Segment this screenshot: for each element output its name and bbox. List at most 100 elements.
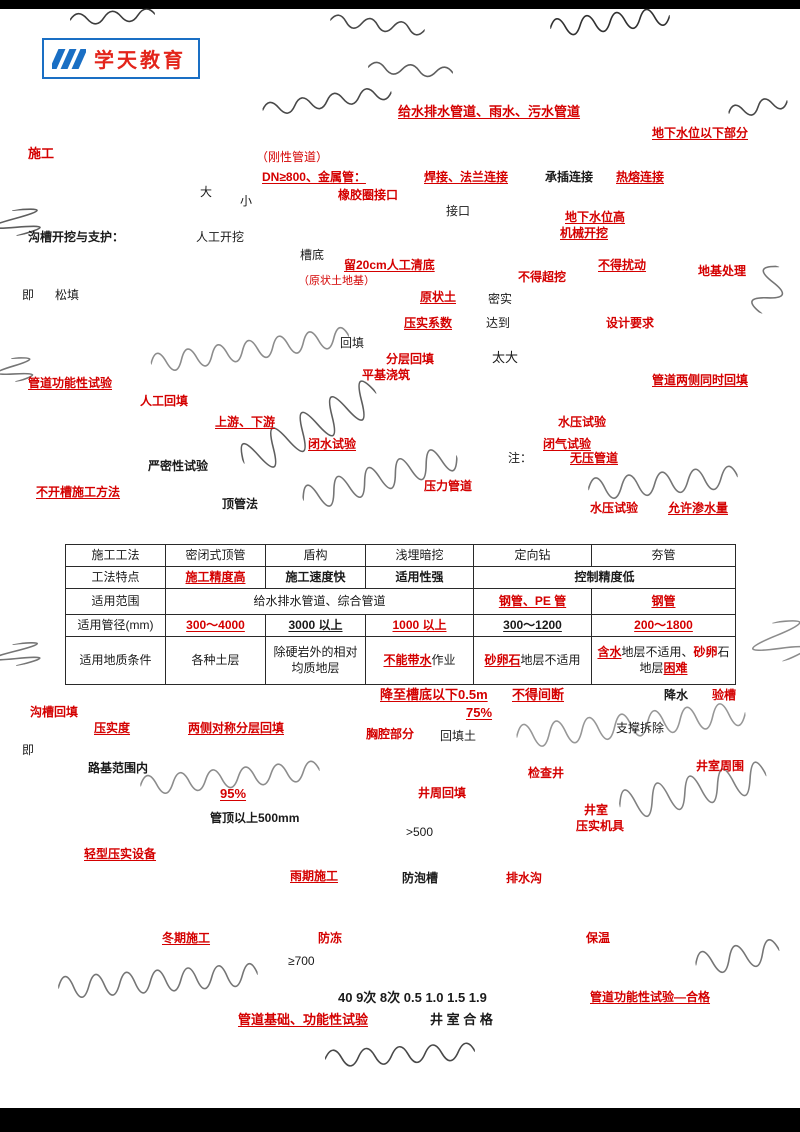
table-cell-text: 不能带水	[383, 652, 432, 667]
handwriting-mark	[727, 98, 789, 116]
text-fragment: 槽底	[300, 248, 325, 262]
text-fragment: 人工开挖	[196, 230, 245, 244]
table-cell: 砂卵石地层不适用	[473, 636, 592, 685]
table-cell: 施工工法	[65, 544, 166, 567]
table-cell: 适用管径(mm)	[65, 614, 166, 637]
text-fragment: 大	[200, 185, 213, 199]
text-fragment: 给水排水管道、雨水、污水管道	[398, 104, 581, 119]
text-fragment: 管道功能性试验—合格	[590, 990, 711, 1004]
table-cell-text: 各种土层	[191, 652, 240, 667]
handwriting-mark	[367, 61, 454, 78]
table-cell-text: 300～1200	[503, 617, 562, 632]
table-cell-text: 地层不适用、	[621, 644, 694, 659]
text-fragment: 管道基础、功能性试验	[238, 1012, 369, 1027]
text-fragment: 闭气试验	[543, 437, 592, 451]
text-fragment: DN≥800、金属管：	[262, 170, 366, 184]
text-fragment: 水压试验	[558, 415, 607, 429]
table-cell-text: 盾构	[303, 547, 328, 562]
table-cell: 给水排水管道、综合管道	[165, 588, 474, 615]
text-fragment: 路基范围内	[88, 761, 149, 775]
text-fragment: 验槽	[712, 688, 737, 702]
text-fragment: 沟槽回填	[30, 705, 79, 719]
table-cell: 定向钻	[473, 544, 592, 567]
text-fragment: 不得扰动	[598, 258, 647, 272]
text-fragment: 管道功能性试验	[28, 376, 113, 390]
text-fragment: 75%	[466, 705, 493, 720]
text-fragment: 两侧对称分层回填	[188, 721, 285, 735]
text-fragment: 支撑拆除	[616, 721, 665, 735]
text-fragment: 分层回填	[386, 352, 435, 366]
text-fragment: 回填土	[440, 729, 477, 743]
table-cell: 含水地层不适用、砂卵石地层困难	[591, 636, 736, 685]
text-fragment: 原状土	[420, 290, 457, 304]
table-cell-text: 石地层	[639, 644, 730, 675]
handwriting-mark	[324, 1042, 476, 1067]
text-fragment: 压实系数	[404, 316, 453, 330]
table-cell-text: 砂卵	[693, 644, 718, 659]
table-cell-text: 给水排水管道、综合管道	[253, 593, 386, 608]
table-cell-text: 控制精度低	[574, 569, 635, 584]
text-fragment: 设计要求	[606, 316, 655, 330]
table-cell-text: 钢管、PE 管	[498, 593, 567, 608]
text-fragment: 密实	[488, 292, 513, 306]
table-cell: 除硬岩外的相对均质地层	[265, 636, 366, 685]
text-fragment: 井周回填	[418, 786, 467, 800]
table-cell-text: 1000 以上	[392, 617, 447, 632]
text-fragment: 冬期施工	[162, 931, 211, 945]
text-fragment: 压实机具	[576, 819, 625, 833]
text-fragment: 平基浇筑	[362, 368, 411, 382]
handwriting-mark	[57, 962, 259, 999]
text-fragment: 上游、下游	[215, 415, 276, 429]
table-cell-text: 300～4000	[186, 617, 245, 632]
table-cell-text: 工法特点	[91, 569, 140, 584]
table-cell: 200～1800	[591, 614, 736, 637]
text-fragment: 排水沟	[506, 871, 543, 885]
table-cell-text: 砂卵石	[484, 652, 521, 667]
table-cell-text: 钢管	[651, 593, 676, 608]
text-fragment: 承插连接	[545, 170, 594, 184]
text-fragment: 降水	[664, 688, 689, 702]
table-cell-text: 含水	[597, 644, 622, 659]
text-fragment: 雨期施工	[290, 869, 339, 883]
text-fragment: 防冻	[318, 931, 343, 945]
construction-method-table: 施工工法 密闭式顶管 盾构 浅埋暗挖 定向钻 夯管 工法特点 施工精度高 施工速度快 适用性强 控制…	[65, 544, 736, 685]
text-fragment: （原状土地基）	[298, 275, 375, 287]
table-row: 施工工法 密闭式顶管 盾构 浅埋暗挖 定向钻 夯管	[65, 544, 736, 567]
text-fragment: 40 9次 8次 0.5 1.0 1.5 1.9	[338, 990, 487, 1005]
construction-method-table-wrap: 施工工法 密闭式顶管 盾构 浅埋暗挖 定向钻 夯管 工法特点 施工精度高 施工速度快 适用性强 控制…	[65, 544, 736, 685]
table-cell-text: 地层不适用	[520, 652, 581, 667]
handwriting-mark	[150, 326, 350, 371]
bottom-black-bar	[0, 1108, 800, 1132]
table-cell-text: 除硬岩外的相对均质地层	[273, 644, 358, 675]
text-fragment: 不得间断	[512, 687, 565, 702]
text-fragment: 地基处理	[698, 264, 747, 278]
text-fragment: 接口	[446, 204, 471, 218]
text-fragment: 井室	[584, 803, 609, 817]
text-fragment: 即	[22, 288, 35, 302]
text-fragment: 热熔连接	[616, 170, 665, 184]
table-cell-text: 3000 以上	[288, 617, 343, 632]
text-fragment: 管顶以上500mm	[210, 811, 300, 825]
text-fragment: 注：	[508, 451, 533, 465]
table-cell-text: 施工工法	[91, 547, 140, 562]
text-fragment: 95%	[220, 786, 247, 801]
text-fragment: 留20cm人工清底	[344, 258, 435, 272]
table-cell: 各种土层	[165, 636, 266, 685]
handwriting-mark	[329, 14, 426, 36]
table-cell: 钢管、PE 管	[473, 588, 592, 615]
table-cell-text: 密闭式顶管	[185, 547, 246, 562]
text-fragment: 保温	[586, 931, 611, 945]
text-fragment: 人工回填	[140, 394, 189, 408]
text-fragment: 降至槽底以下0.5m	[380, 687, 488, 702]
table-cell-text: 浅埋暗挖	[395, 547, 444, 562]
text-fragment: 施工	[28, 146, 55, 161]
text-fragment: 管道两侧同时回填	[652, 373, 749, 387]
table-cell: 浅埋暗挖	[365, 544, 474, 567]
table-cell: 夯管	[591, 544, 736, 567]
table-row: 工法特点 施工精度高 施工速度快 适用性强 控制精度低	[65, 566, 736, 589]
text-fragment: 井室周围	[696, 759, 745, 773]
text-fragment: 松填	[55, 288, 80, 302]
table-cell: 施工速度快	[265, 566, 366, 589]
table-cell-text: 施工速度快	[285, 569, 346, 584]
